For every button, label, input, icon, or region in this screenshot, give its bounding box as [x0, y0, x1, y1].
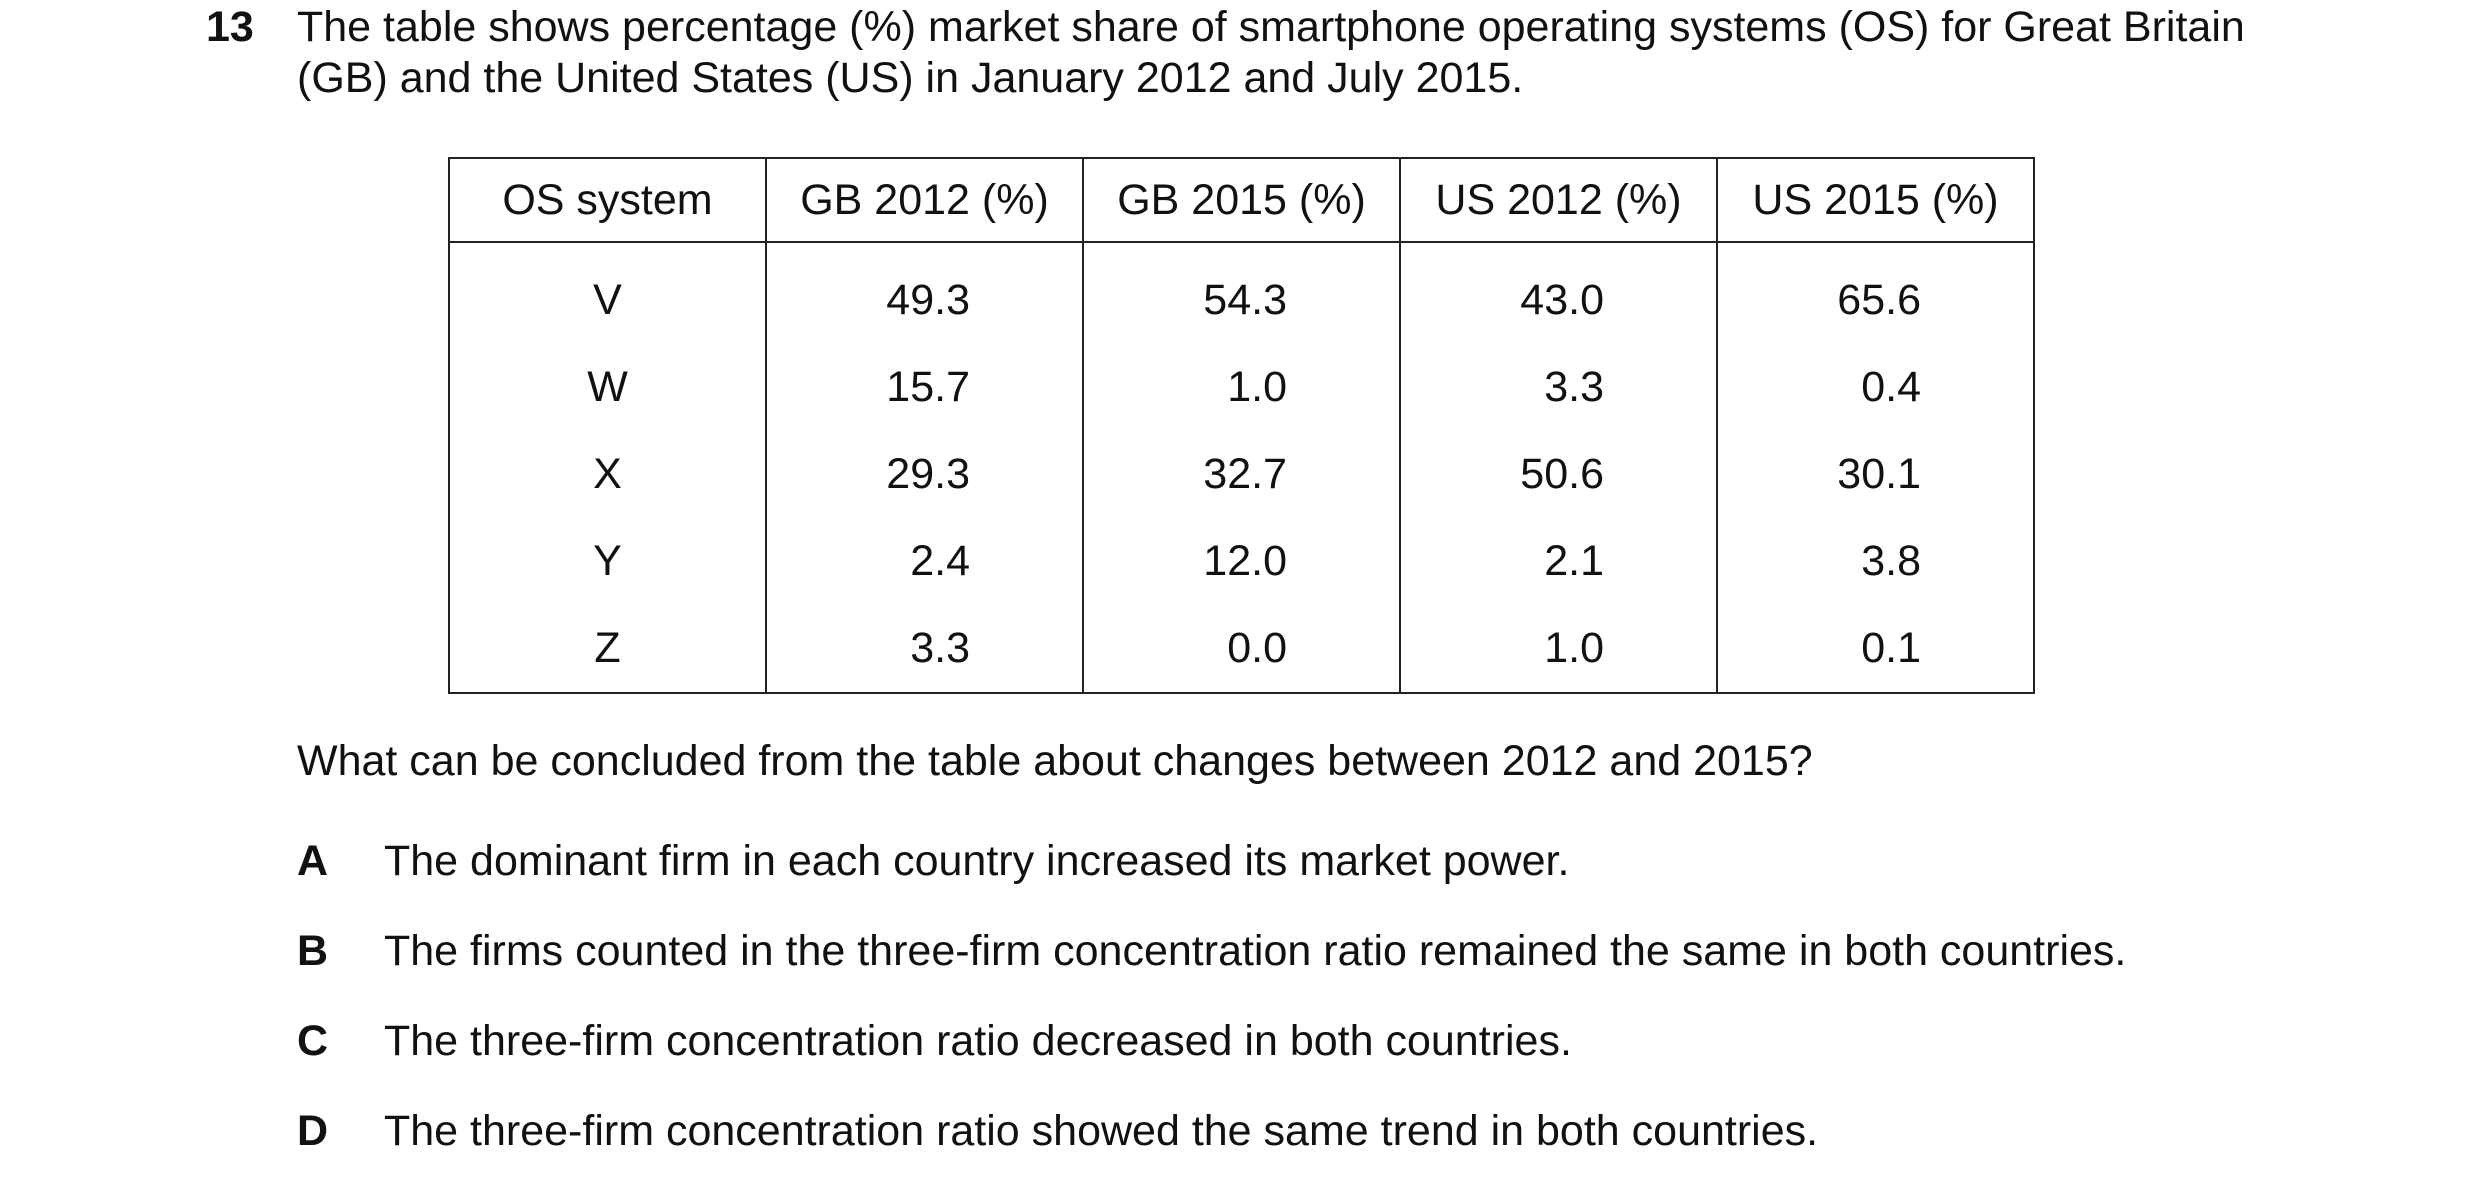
- option-letter: D: [297, 1107, 329, 1155]
- cell-value: 54.3: [1082, 242, 1401, 344]
- cell-value: 12.0: [1082, 518, 1401, 605]
- cell-value: 0.0: [1082, 605, 1401, 693]
- data-table: OS system GB 2012 (%) GB 2015 (%) US 2012 (…: [448, 157, 2035, 694]
- row-label: W: [448, 344, 767, 431]
- prompt: What can be concluded from the table abo…: [297, 737, 1813, 785]
- cell-value: 2.4: [765, 518, 1084, 605]
- header-cell: US 2012 (%): [1399, 158, 1718, 243]
- option-letter: A: [297, 837, 329, 885]
- cell-value: 1.0: [1082, 344, 1401, 431]
- row-label: V: [448, 242, 767, 344]
- table-body: V 49.3 54.3 43.0 65.6 W 15.7 1.0 3.3 0.4 X 29.3 32.7…: [448, 242, 2035, 693]
- table-row: Y 2.4 12.0 2.1 3.8: [448, 518, 2035, 605]
- table-row: V 49.3 54.3 43.0 65.6: [448, 242, 2035, 344]
- row-label: X: [448, 431, 767, 518]
- option-letter: C: [297, 1017, 329, 1065]
- cell-value: 0.1: [1716, 605, 2035, 693]
- option-text: The three-firm concentration ratio showe…: [384, 1107, 1819, 1155]
- cell-value: 3.3: [765, 605, 1084, 693]
- cell-value: 29.3: [765, 431, 1084, 518]
- option-text: The firms counted in the three-firm conc…: [384, 927, 2127, 975]
- table-row: Z 3.3 0.0 1.0 0.1: [448, 605, 2035, 693]
- cell-value: 1.0: [1399, 605, 1718, 693]
- cell-value: 50.6: [1399, 431, 1718, 518]
- row-label: Y: [448, 518, 767, 605]
- question-stem: The table shows percentage (%) market sh…: [297, 3, 2245, 102]
- cell-value: 30.1: [1716, 431, 2035, 518]
- table-row: X 29.3 32.7 50.6 30.1: [448, 431, 2035, 518]
- cell-value: 43.0: [1399, 242, 1718, 344]
- question-number: 13: [206, 3, 254, 51]
- option-text: The dominant firm in each country increa…: [384, 837, 1570, 885]
- option-text: The three-firm concentration ratio decre…: [384, 1017, 1572, 1065]
- cell-value: 49.3: [765, 242, 1084, 344]
- option-letter: B: [297, 927, 329, 975]
- cell-value: 0.4: [1716, 344, 2035, 431]
- header-cell: US 2015 (%): [1716, 158, 2035, 243]
- cell-value: 15.7: [765, 344, 1084, 431]
- header-cell: OS system: [448, 158, 767, 243]
- cell-value: 2.1: [1399, 518, 1718, 605]
- table-row: W 15.7 1.0 3.3 0.4: [448, 344, 2035, 431]
- cell-value: 3.3: [1399, 344, 1718, 431]
- row-label: Z: [448, 605, 767, 693]
- cell-value: 3.8: [1716, 518, 2035, 605]
- header-row: OS system GB 2012 (%) GB 2015 (%) US 2012 (…: [448, 158, 2035, 243]
- cell-value: 65.6: [1716, 242, 2035, 344]
- header-cell: GB 2015 (%): [1082, 158, 1401, 243]
- header-cell: GB 2012 (%): [765, 158, 1084, 243]
- cell-value: 32.7: [1082, 431, 1401, 518]
